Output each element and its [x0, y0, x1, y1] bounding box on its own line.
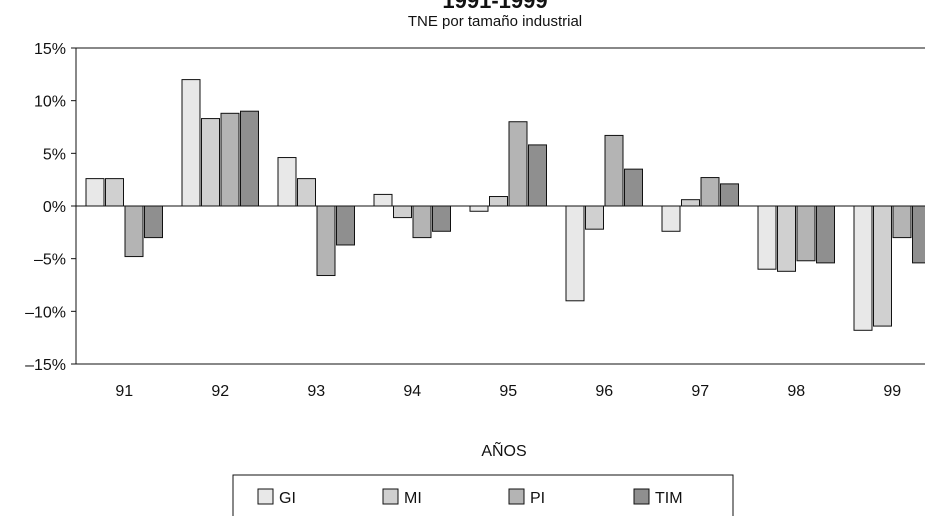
bar-tim-96: [624, 168, 643, 207]
bar-pi-96: [604, 134, 624, 207]
x-tick-label: 98: [787, 383, 805, 400]
legend-box: [232, 474, 734, 516]
bar-gi-96: [565, 205, 585, 302]
bar-gi-95: [469, 205, 489, 212]
x-tick-label: 93: [307, 383, 325, 400]
legend-label-gi: GI: [279, 490, 296, 507]
legend-label-mi: MI: [404, 490, 422, 507]
bar-mi-91: [105, 178, 124, 207]
bar-pi-92: [220, 112, 240, 207]
x-tick-label: 95: [499, 383, 517, 400]
y-tick-label: –10%: [25, 304, 66, 321]
x-tick-label: 91: [115, 383, 133, 400]
bar-mi-92: [201, 118, 220, 207]
bar-tim-94: [432, 205, 451, 232]
legend-label-pi: PI: [530, 490, 545, 507]
bar-mi-96: [585, 205, 604, 230]
bar-gi-94: [373, 193, 393, 207]
bar-pi-97: [700, 177, 720, 207]
bar-tim-95: [528, 144, 547, 207]
bar-tim-98: [816, 205, 835, 264]
x-tick-label: 99: [883, 383, 901, 400]
plot-area: –15% –10% –5% 0% 5% 10% 15% 91 92 93 94 95 96 97 98 99: [25, 41, 925, 400]
bar-tim-97: [720, 183, 739, 207]
bar-gi-97: [661, 205, 681, 232]
chart-title: 1991-1999: [442, 0, 547, 13]
bar-pi-98: [796, 205, 816, 262]
bar-pi-91: [124, 205, 144, 258]
chart-subtitle: TNE por tamaño industrial: [408, 13, 582, 30]
bar-gi-99: [853, 205, 873, 331]
x-tick-label: 94: [403, 383, 421, 400]
legend-swatch-mi: [382, 488, 399, 505]
bar-mi-94: [393, 205, 412, 219]
y-tick-label: –15%: [25, 357, 66, 374]
bar-pi-95: [508, 121, 528, 207]
y-tick-label: 5%: [43, 146, 66, 163]
legend-swatch-pi: [508, 488, 525, 505]
bar-gi-98: [757, 205, 777, 270]
bar-tim-92: [240, 110, 259, 207]
x-tick-label: 96: [595, 383, 613, 400]
legend-swatch-tim: [633, 488, 650, 505]
bar-mi-95: [489, 196, 508, 207]
bar-pi-94: [412, 205, 432, 239]
bar-tim-91: [144, 205, 163, 239]
bar-tim-93: [336, 205, 355, 246]
bar-mi-97: [681, 199, 700, 207]
bar-gi-93: [277, 157, 297, 207]
bar-mi-98: [777, 205, 796, 272]
bar-tim-99: [912, 205, 925, 264]
x-tick-label: 92: [211, 383, 229, 400]
bar-pi-93: [316, 205, 336, 277]
x-axis-label: AÑOS: [481, 440, 526, 460]
bar-mi-93: [297, 178, 316, 207]
legend-label-tim: TIM: [655, 490, 683, 507]
y-tick-label: 10%: [34, 94, 66, 111]
x-tick-label: 97: [691, 383, 709, 400]
y-tick-label: 15%: [34, 41, 66, 58]
bar-gi-92: [181, 79, 201, 207]
y-tick-label: 0%: [43, 199, 66, 216]
y-tick-label: –5%: [34, 252, 66, 269]
legend: GI MI PI TIM: [232, 474, 734, 516]
bar-gi-91: [85, 178, 105, 207]
legend-swatch-gi: [257, 488, 274, 505]
bar-pi-99: [892, 205, 912, 239]
bar-mi-99: [873, 205, 892, 327]
